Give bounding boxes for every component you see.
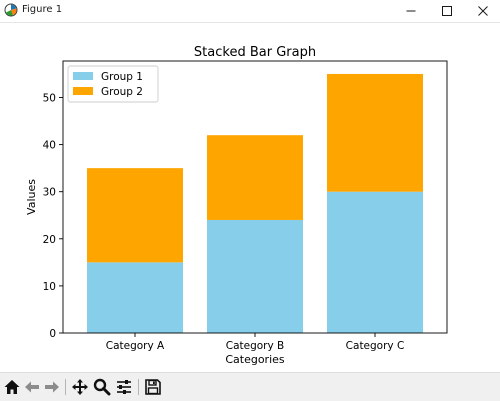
x-tick-label: Category B [226,340,285,352]
x-tick-label: Category A [106,340,165,352]
toolbar-separator [138,379,139,395]
window-title: Figure 1 [22,4,63,15]
close-icon [478,6,488,16]
close-button[interactable] [464,0,500,22]
bar-series2-category-a [87,168,183,263]
zoom-magnifier-icon [93,378,111,396]
bar-series1-category-a [87,262,183,333]
bar-series1-category-c [327,191,423,333]
y-axis-ticks: 0 10 20 30 40 50 [43,93,63,340]
bar-series1-category-b [207,219,303,333]
save-floppy-icon [145,379,161,395]
bars-group [87,73,423,333]
x-axis-label: Categories [225,353,285,366]
x-axis-ticks: Category A Category B Category C [106,333,405,352]
toolbar-separator [65,379,66,395]
axes-frame [62,60,448,334]
back-arrow-icon [25,381,39,393]
legend-label: Group 1 [101,71,143,83]
y-tick-label: 30 [43,187,56,199]
figure-canvas[interactable]: Stacked Bar Graph 0 10 20 30 40 50 Category A… [0,22,500,372]
window-titlebar: Figure 1 [0,0,500,23]
y-tick-label: 50 [43,93,56,105]
back-button[interactable] [22,377,42,397]
y-tick-label: 20 [43,234,56,246]
matplotlib-figure-icon [4,3,18,17]
legend-swatch [73,72,93,80]
pan-button[interactable] [70,377,90,397]
bar-series2-category-c [327,73,423,192]
home-button[interactable] [2,377,22,397]
y-tick-label: 40 [43,140,56,152]
minimize-button[interactable] [392,0,430,22]
navigation-toolbar [0,372,500,401]
legend-swatch [73,87,93,95]
bar-series2-category-b [207,135,303,220]
maximize-icon [442,6,452,16]
x-tick-label: Category C [346,340,405,352]
chart-title: Stacked Bar Graph [194,45,316,60]
pan-move-icon [72,379,88,395]
forward-arrow-icon [45,381,59,393]
legend-label: Group 2 [101,86,143,98]
zoom-button[interactable] [92,377,112,397]
configure-subplots-button[interactable] [114,377,134,397]
y-tick-label: 10 [43,281,56,293]
save-button[interactable] [143,377,163,397]
y-tick-label: 0 [49,328,56,340]
forward-button[interactable] [42,377,62,397]
home-icon [4,380,20,394]
legend: Group 1 Group 2 [67,65,159,103]
configure-subplots-icon [117,380,131,394]
y-axis-label: Values [25,179,38,215]
stacked-bar-chart: Stacked Bar Graph 0 10 20 30 40 50 Category A… [25,45,448,366]
maximize-button[interactable] [428,0,466,22]
minimize-icon [406,10,416,12]
